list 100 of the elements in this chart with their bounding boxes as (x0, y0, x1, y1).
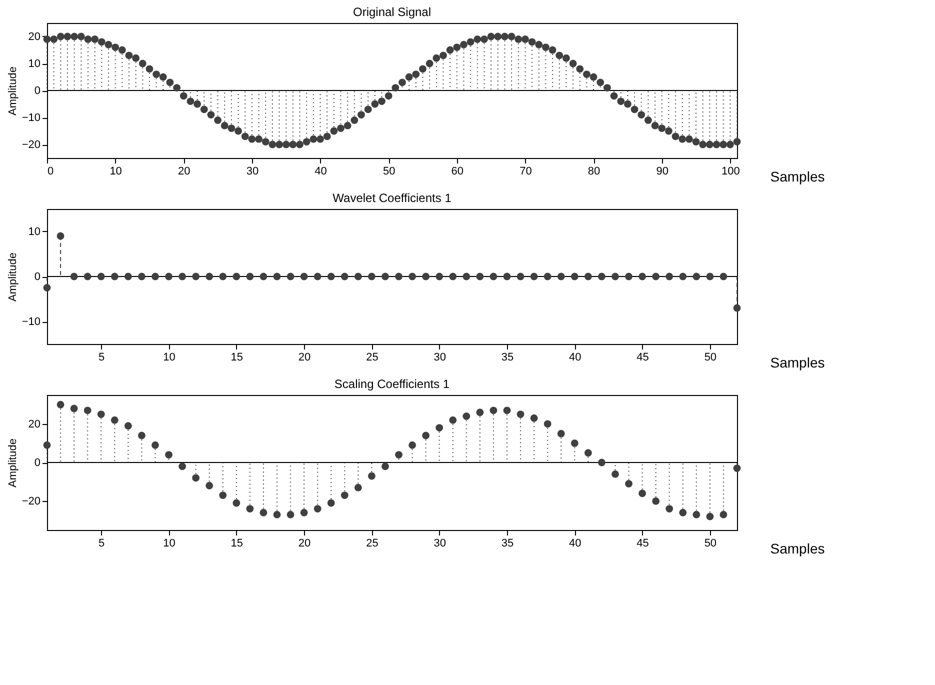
point (192, 474, 200, 482)
point (152, 272, 159, 280)
point (625, 272, 632, 280)
x-tick-label: 30 (246, 166, 259, 178)
point (178, 272, 186, 280)
y-tick-label: 20 (28, 31, 40, 43)
point (733, 464, 741, 472)
point (692, 272, 700, 280)
point (476, 272, 484, 280)
point (679, 272, 687, 280)
x-tick-label: 5 (98, 538, 105, 550)
point (625, 480, 632, 488)
y-tick-label: 0 (34, 271, 40, 283)
point (260, 508, 268, 516)
point (408, 441, 416, 449)
point (300, 508, 308, 516)
point (206, 272, 214, 280)
y-tick-label: 20 (28, 418, 40, 430)
point (706, 512, 714, 520)
point (490, 406, 498, 414)
x-axis-title: Samples (770, 354, 825, 370)
x-axis-title: Samples (770, 540, 825, 556)
point (219, 272, 227, 280)
point (354, 272, 362, 280)
x-tick-label: 0 (48, 166, 54, 178)
point (56, 232, 64, 240)
point (152, 441, 159, 449)
point (260, 272, 268, 280)
point (327, 499, 335, 507)
point (720, 510, 728, 518)
y-tick-label: 10 (28, 226, 40, 238)
x-tick-label: 40 (569, 352, 582, 364)
point (422, 432, 430, 440)
y-tick-label: −10 (22, 316, 40, 328)
x-tick-label: 10 (110, 166, 122, 178)
x-tick-label: 60 (451, 166, 464, 178)
chart-title: Original Signal (352, 5, 432, 19)
point (43, 284, 51, 292)
x-tick-label: 15 (230, 352, 244, 364)
point (314, 505, 322, 512)
y-tick-label: −20 (22, 139, 40, 151)
point (286, 510, 294, 518)
x-tick-label: 45 (636, 538, 649, 550)
x-tick-label: 50 (704, 538, 717, 550)
point (124, 422, 132, 430)
y-axis-title: Amplitude (6, 66, 19, 116)
x-tick-label: 90 (656, 166, 668, 178)
x-tick-label: 30 (434, 352, 446, 364)
point (598, 458, 606, 466)
point (449, 416, 457, 424)
y-axis-title: Amplitude (6, 252, 19, 302)
point (84, 272, 92, 280)
point (720, 272, 728, 280)
x-tick-label: 25 (366, 538, 378, 550)
point (382, 272, 389, 280)
point (652, 272, 660, 280)
point (327, 272, 335, 280)
point (490, 272, 498, 280)
point (652, 497, 660, 505)
x-tick-label: 45 (636, 352, 649, 364)
point (110, 416, 118, 424)
point (395, 272, 402, 280)
point (408, 272, 416, 280)
chart-title: Scaling Coefficients 1 (334, 377, 450, 391)
point (666, 272, 674, 280)
point (368, 472, 376, 480)
point (462, 272, 470, 280)
y-tick-label: 10 (28, 58, 40, 70)
point (436, 424, 444, 432)
point (733, 304, 741, 312)
point (206, 482, 214, 490)
point (557, 272, 565, 280)
point (97, 272, 105, 280)
x-axis-title: Samples (770, 168, 825, 184)
point (570, 272, 578, 280)
point (612, 272, 619, 280)
y-tick-label: −10 (22, 112, 40, 124)
y-tick-label: 0 (34, 457, 40, 469)
point (273, 272, 281, 280)
x-tick-label: 80 (588, 166, 600, 178)
x-tick-label: 70 (520, 166, 532, 178)
x-tick-label: 20 (178, 166, 190, 178)
point (246, 272, 254, 280)
point (354, 484, 362, 492)
point (232, 272, 240, 280)
point (340, 492, 348, 499)
point (530, 272, 538, 280)
x-tick-label: 30 (434, 538, 446, 550)
point (612, 470, 619, 478)
point (436, 272, 444, 280)
point (516, 410, 524, 418)
point (286, 272, 294, 280)
point (544, 420, 552, 428)
point (138, 272, 146, 280)
point (232, 499, 240, 507)
x-tick-label: 10 (163, 538, 176, 550)
point (192, 272, 200, 280)
point (382, 462, 389, 470)
x-tick-label: 35 (501, 352, 514, 364)
point (138, 432, 146, 440)
